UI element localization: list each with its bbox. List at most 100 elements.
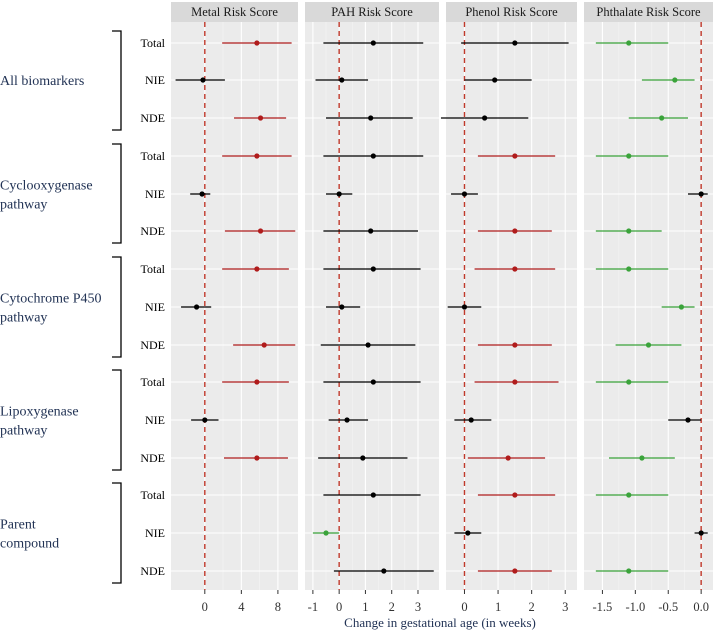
- row-label: NIE: [145, 73, 165, 87]
- x-tick-label: 1: [495, 600, 501, 614]
- point-estimate: [678, 304, 685, 310]
- point-estimate: [492, 77, 498, 83]
- point-estimate: [261, 342, 267, 348]
- point-estimate: [254, 379, 260, 385]
- x-tick-label: 0: [202, 600, 208, 614]
- point-estimate: [645, 342, 652, 348]
- group-bracket: [112, 143, 122, 244]
- point-estimate: [336, 191, 342, 197]
- point-estimate: [512, 153, 518, 159]
- x-tick-label: 3: [562, 600, 568, 614]
- point-estimate: [370, 266, 376, 272]
- x-tick-label: 8: [275, 600, 281, 614]
- point-estimate: [672, 77, 678, 83]
- point-estimate: [200, 77, 206, 83]
- point-estimate: [199, 191, 205, 197]
- point-estimate: [360, 455, 366, 461]
- row-label: NDE: [140, 564, 165, 578]
- panel-strip: [305, 2, 439, 22]
- point-estimate: [254, 455, 260, 461]
- point-estimate: [626, 40, 632, 46]
- group-label: Lipoxygenase: [0, 405, 79, 420]
- point-estimate: [381, 568, 387, 574]
- point-estimate: [512, 492, 518, 498]
- x-tick-label: 4: [238, 600, 245, 614]
- x-tick-label: 0: [461, 600, 467, 614]
- group-label: pathway: [0, 198, 47, 213]
- x-tick-label: 0: [336, 600, 342, 614]
- panel-strip: [446, 2, 577, 22]
- panel: Phenol Risk Score 0 1 2 3: [440, 2, 577, 614]
- panel-title: PAH Risk Score: [331, 5, 413, 19]
- point-estimate: [626, 379, 632, 385]
- point-estimate: [370, 40, 376, 46]
- panel-strip: [584, 2, 713, 22]
- point-estimate: [626, 153, 632, 159]
- point-estimate: [202, 417, 208, 423]
- group-label: pathway: [0, 311, 47, 326]
- point-estimate: [512, 568, 518, 574]
- group-bracket: [112, 482, 122, 584]
- x-tick-label: 0.0: [693, 600, 709, 614]
- point-estimate: [639, 455, 645, 461]
- point-estimate: [468, 417, 474, 423]
- point-estimate: [626, 492, 632, 498]
- group-label: All biomarkers: [0, 74, 84, 89]
- row-label: Total: [141, 36, 166, 50]
- row-label: Total: [141, 262, 166, 276]
- point-estimate: [512, 379, 518, 385]
- point-estimate: [685, 417, 691, 423]
- point-estimate: [370, 153, 376, 159]
- x-tick-label: -1.0: [625, 600, 645, 614]
- row-label: NIE: [145, 187, 165, 201]
- group-bracket: [112, 256, 122, 358]
- plot-background: [584, 22, 713, 590]
- point-estimate: [344, 417, 350, 423]
- group-label: compound: [0, 537, 59, 552]
- panel-title: Phenol Risk Score: [465, 5, 558, 19]
- group-label: pathway: [0, 424, 47, 439]
- point-estimate: [698, 530, 704, 536]
- point-estimate: [461, 304, 468, 310]
- point-estimate: [365, 342, 371, 348]
- point-estimate: [254, 266, 260, 272]
- plot-background: [305, 22, 439, 590]
- panel: PAH Risk Score -1 0 1 2 3: [305, 2, 439, 614]
- point-estimate: [626, 228, 632, 234]
- group-labels: All biomarkers Cyclooxygenase pathway Cytoc…: [0, 30, 122, 584]
- x-tick-label: 3: [415, 600, 421, 614]
- panel-title: Metal Risk Score: [191, 5, 278, 19]
- panel-title: Phthalate Risk Score: [596, 5, 701, 19]
- row-label: NIE: [145, 413, 165, 427]
- panel: Phthalate Risk Score -1.5 -1.0 -0.5 0.0: [584, 2, 713, 614]
- panel-strip: [171, 2, 298, 22]
- row-label: NDE: [140, 338, 165, 352]
- x-axis-label: Change in gestational age (in weeks): [344, 615, 536, 630]
- point-estimate: [339, 77, 345, 83]
- point-estimate: [254, 153, 260, 159]
- point-estimate: [465, 530, 471, 536]
- point-estimate: [505, 455, 511, 461]
- point-estimate: [339, 304, 345, 310]
- point-estimate: [626, 266, 632, 272]
- point-estimate: [370, 492, 376, 498]
- row-label: NDE: [140, 111, 165, 125]
- point-estimate: [512, 228, 518, 234]
- x-tick-label: -1.5: [593, 600, 613, 614]
- point-estimate: [323, 530, 329, 536]
- point-estimate: [257, 228, 264, 234]
- point-estimate: [626, 568, 632, 574]
- row-label: NIE: [145, 526, 165, 540]
- row-label: NIE: [145, 300, 165, 314]
- point-estimate: [482, 115, 488, 121]
- row-label: NDE: [140, 224, 165, 238]
- point-estimate: [659, 115, 665, 121]
- row-label: Total: [141, 488, 166, 502]
- point-estimate: [257, 115, 264, 121]
- point-estimate: [512, 266, 518, 272]
- point-estimate: [461, 191, 468, 197]
- row-labels: Total NIE NDE Total NIE NDE Total NIE NDE Total NI…: [140, 36, 165, 578]
- point-estimate: [368, 228, 374, 234]
